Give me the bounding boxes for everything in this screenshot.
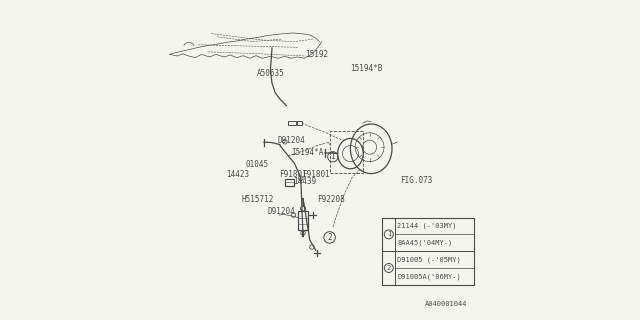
Text: FIG.073: FIG.073 <box>400 176 433 185</box>
Text: F91801: F91801 <box>302 170 330 179</box>
Text: 1: 1 <box>330 152 335 161</box>
Bar <box>288 121 296 125</box>
Text: D91204: D91204 <box>267 207 295 216</box>
Text: D91005A('06MY-): D91005A('06MY-) <box>397 273 461 280</box>
Bar <box>298 211 308 230</box>
Text: A040001044: A040001044 <box>425 301 467 307</box>
Text: 01045: 01045 <box>246 160 269 169</box>
Text: 21144 (-'03MY): 21144 (-'03MY) <box>397 223 456 229</box>
Text: 2: 2 <box>387 265 391 271</box>
Bar <box>285 179 294 186</box>
Text: H515712: H515712 <box>241 195 274 204</box>
Text: 15194*B: 15194*B <box>351 64 383 73</box>
Text: F92208: F92208 <box>317 195 344 204</box>
Bar <box>383 218 474 285</box>
Bar <box>330 131 364 173</box>
Text: A50635: A50635 <box>257 69 284 78</box>
Text: 14439: 14439 <box>292 177 316 186</box>
Text: 2: 2 <box>327 233 332 242</box>
Text: I5194*A: I5194*A <box>291 148 323 156</box>
Text: 14423: 14423 <box>226 170 249 179</box>
Text: F91801: F91801 <box>280 170 307 179</box>
Text: 8AA45('04MY-): 8AA45('04MY-) <box>397 240 452 246</box>
Text: 15192: 15192 <box>305 50 328 59</box>
Bar <box>297 121 302 125</box>
Text: D91204: D91204 <box>277 136 305 145</box>
Text: 1: 1 <box>387 231 391 237</box>
Text: D91005 (-'05MY): D91005 (-'05MY) <box>397 256 461 263</box>
